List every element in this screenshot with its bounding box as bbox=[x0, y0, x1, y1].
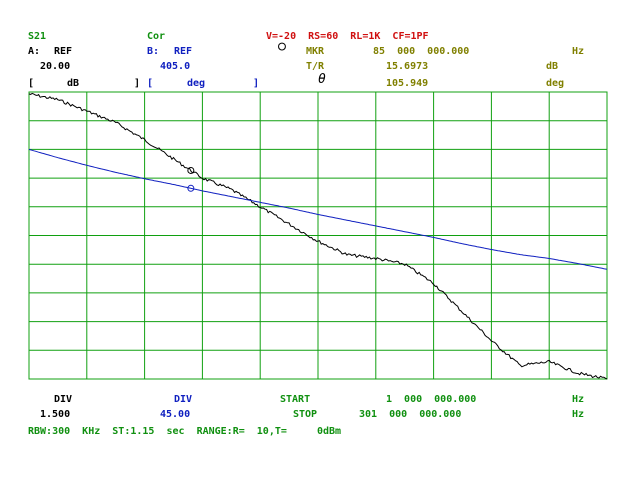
phase-unit: deg bbox=[546, 78, 565, 89]
status-line: RBW:300 KHz ST:1.15 sec RANGE:R= 10,T= 0… bbox=[28, 426, 342, 437]
marker-label: MKR bbox=[306, 46, 325, 57]
marker-frequency: 85 000 000.000 bbox=[373, 46, 470, 57]
channel-b-bracket-open: [ bbox=[147, 78, 154, 89]
stop-label: STOP bbox=[293, 409, 318, 420]
channel-b-label: B: bbox=[147, 46, 160, 57]
trace-b-phase bbox=[28, 148, 608, 270]
channel-a-ref-label: REF bbox=[54, 46, 73, 57]
marker-a bbox=[187, 166, 195, 174]
measurement-label: S21 bbox=[28, 31, 47, 42]
channel-a-ref-value: 20.00 bbox=[40, 61, 71, 72]
channel-a-div-label: DIV bbox=[54, 394, 73, 405]
channel-b-div-value: 45.00 bbox=[160, 409, 191, 420]
phase-value: 105.949 bbox=[386, 78, 429, 89]
channel-a-label: A: bbox=[28, 46, 41, 57]
stop-frequency-unit: Hz bbox=[572, 409, 585, 420]
marker-circle-icon: ○ bbox=[278, 39, 286, 54]
channel-a-div-value: 1.500 bbox=[40, 409, 71, 420]
theta-icon: θ bbox=[318, 72, 326, 87]
transmission-ratio-unit: dB bbox=[546, 61, 559, 72]
marker-b bbox=[187, 184, 195, 192]
plot-grid bbox=[29, 92, 607, 379]
start-frequency: 1 000 000.000 bbox=[386, 394, 477, 405]
channel-b-ref-value: 405.0 bbox=[160, 61, 191, 72]
channel-b-unit: deg bbox=[187, 78, 206, 89]
channel-b-div-label: DIV bbox=[174, 394, 193, 405]
plot-traces bbox=[28, 92, 608, 380]
channel-a-bracket-close: ] bbox=[134, 78, 141, 89]
start-label: START bbox=[280, 394, 311, 405]
channel-b-ref-label: REF bbox=[174, 46, 193, 57]
channel-a-bracket-open: [ bbox=[28, 78, 35, 89]
transmission-ratio-label: T/R bbox=[306, 61, 325, 72]
trace-a-magnitude bbox=[28, 92, 608, 380]
stop-frequency: 301 000 000.000 bbox=[359, 409, 462, 420]
transmission-ratio-value: 15.6973 bbox=[386, 61, 429, 72]
instrument-settings: V=-20 RS=60 RL=1K CF=1PF bbox=[266, 31, 429, 42]
correction-label: Cor bbox=[147, 31, 166, 42]
marker-frequency-unit: Hz bbox=[572, 46, 585, 57]
channel-a-unit: dB bbox=[67, 78, 80, 89]
channel-b-bracket-close: ] bbox=[253, 78, 260, 89]
start-frequency-unit: Hz bbox=[572, 394, 585, 405]
